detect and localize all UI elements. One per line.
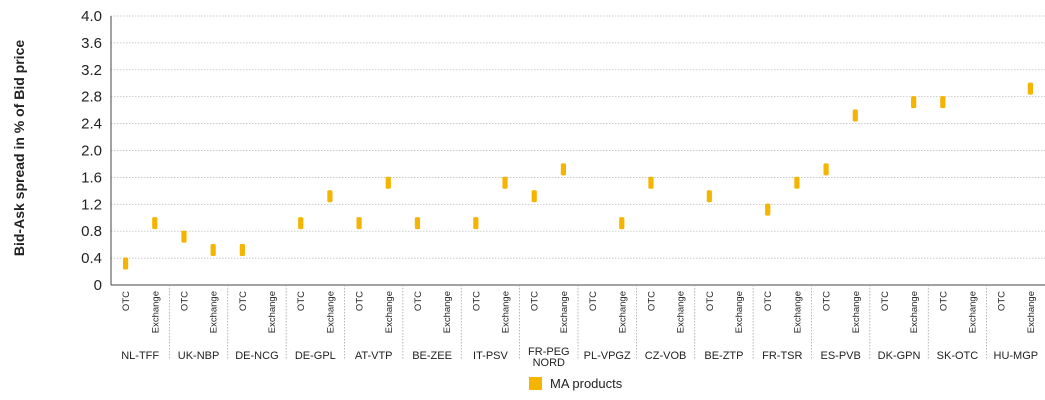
- x-subcategory-label: OTC: [238, 291, 249, 311]
- axes: [110, 16, 1045, 360]
- x-group-label: PL-VPGZ: [584, 350, 631, 362]
- y-tick-label: 1.2: [81, 196, 102, 213]
- y-tick-label: 0.4: [81, 250, 102, 267]
- y-tick-label: 3.6: [81, 35, 102, 52]
- x-subcategory-label: Exchange: [1026, 291, 1037, 333]
- data-point: [560, 163, 567, 176]
- y-tick-label: 2.4: [81, 116, 102, 133]
- x-subcategory-label: OTC: [646, 291, 657, 311]
- x-group-label: BE-ZEE: [412, 350, 452, 362]
- x-subcategory-label: OTC: [880, 291, 891, 311]
- x-subcategory-label: Exchange: [851, 291, 862, 333]
- x-subcategory-label: Exchange: [325, 291, 336, 333]
- x-group-label: AT-VTP: [355, 350, 393, 362]
- x-tick-labels: OTC Exchange NL-TFF OTC Exchange UK-NBP OTC Exc…: [121, 291, 1038, 369]
- data-point: [940, 96, 946, 109]
- x-group-label: DK-GPN: [878, 350, 921, 362]
- data-point: [765, 203, 771, 216]
- x-subcategory-label: Exchange: [792, 291, 803, 333]
- y-tick-label: 0: [94, 277, 102, 294]
- data-point: [823, 163, 829, 176]
- x-subcategory-label: Exchange: [559, 291, 570, 333]
- y-tick-label: 3.2: [81, 62, 102, 79]
- data-point: [648, 176, 654, 189]
- data-markers: [122, 82, 1034, 270]
- data-point: [356, 217, 362, 230]
- x-subcategory-label: OTC: [296, 291, 307, 311]
- data-point: [852, 109, 858, 122]
- data-point: [794, 176, 800, 189]
- x-subcategory-label: Exchange: [209, 291, 220, 333]
- x-subcategory-label: Exchange: [617, 291, 628, 333]
- x-group-label: SK-OTC: [937, 350, 979, 362]
- x-group-label: DE-GPL: [295, 350, 336, 362]
- x-subcategory-label: Exchange: [267, 291, 278, 333]
- x-subcategory-label: Exchange: [150, 291, 161, 333]
- x-subcategory-label: OTC: [121, 291, 132, 311]
- y-tick-label: 1.6: [81, 169, 102, 186]
- data-point: [531, 190, 537, 203]
- x-subcategory-label: OTC: [471, 291, 482, 311]
- data-point: [122, 257, 129, 270]
- x-subcategory-label: OTC: [763, 291, 774, 311]
- data-point: [210, 244, 216, 257]
- x-group-label: ES-PVB: [821, 350, 861, 362]
- x-subcategory-label: Exchange: [501, 291, 512, 333]
- data-point: [385, 176, 391, 189]
- x-subcategory-label: Exchange: [384, 291, 395, 333]
- x-subcategory-label: OTC: [355, 291, 366, 311]
- data-point: [706, 190, 712, 203]
- x-group-label: FR-PEG NORD: [528, 346, 570, 369]
- x-subcategory-label: Exchange: [909, 291, 920, 333]
- y-axis-label: Bid-Ask spread in % of Bid price: [11, 40, 27, 256]
- y-tick-label: 2.8: [81, 89, 102, 106]
- legend: MA products: [529, 376, 623, 391]
- y-tick-label: 2.0: [81, 143, 102, 160]
- x-group-label: FR-TSR: [762, 350, 802, 362]
- data-point: [327, 190, 333, 203]
- x-subcategory-label: OTC: [997, 291, 1008, 311]
- x-subcategory-label: Exchange: [676, 291, 687, 333]
- data-point: [619, 217, 625, 230]
- x-group-label: UK-NBP: [178, 350, 220, 362]
- x-subcategory-label: Exchange: [968, 291, 979, 333]
- data-point: [414, 217, 421, 230]
- x-subcategory-label: OTC: [822, 291, 833, 311]
- data-point: [239, 244, 245, 257]
- x-group-label: BE-ZTP: [704, 350, 743, 362]
- data-point: [502, 176, 508, 189]
- x-subcategory-label: OTC: [179, 291, 190, 311]
- x-group-label: HU-MGP: [994, 350, 1039, 362]
- x-group-label: NL-TFF: [121, 350, 159, 362]
- x-subcategory-label: OTC: [530, 291, 541, 311]
- y-tick-labels: 0 0.4 0.8 1.2 1.6 2.0 2.4 2.8 3.2 3.6 4.0: [81, 8, 102, 294]
- x-group-label: DE-NCG: [235, 350, 278, 362]
- y-tick-label: 0.8: [81, 223, 102, 240]
- x-subcategory-label: OTC: [705, 291, 716, 311]
- legend-swatch: [529, 377, 542, 390]
- x-subcategory-label: OTC: [938, 291, 949, 311]
- data-point: [152, 217, 158, 230]
- data-point: [181, 230, 187, 243]
- legend-label: MA products: [550, 376, 623, 391]
- y-tick-label: 4.0: [81, 8, 102, 25]
- data-point: [473, 217, 479, 230]
- data-point: [1027, 82, 1034, 95]
- x-group-label: CZ-VOB: [645, 350, 687, 362]
- data-point: [298, 217, 304, 230]
- grid-lines: [111, 15, 1045, 259]
- x-subcategory-label: Exchange: [734, 291, 745, 333]
- data-point: [911, 96, 917, 109]
- x-group-label: IT-PSV: [473, 350, 509, 362]
- x-subcategory-label: OTC: [588, 291, 599, 311]
- x-subcategory-label: Exchange: [442, 291, 453, 333]
- x-subcategory-label: OTC: [413, 291, 424, 311]
